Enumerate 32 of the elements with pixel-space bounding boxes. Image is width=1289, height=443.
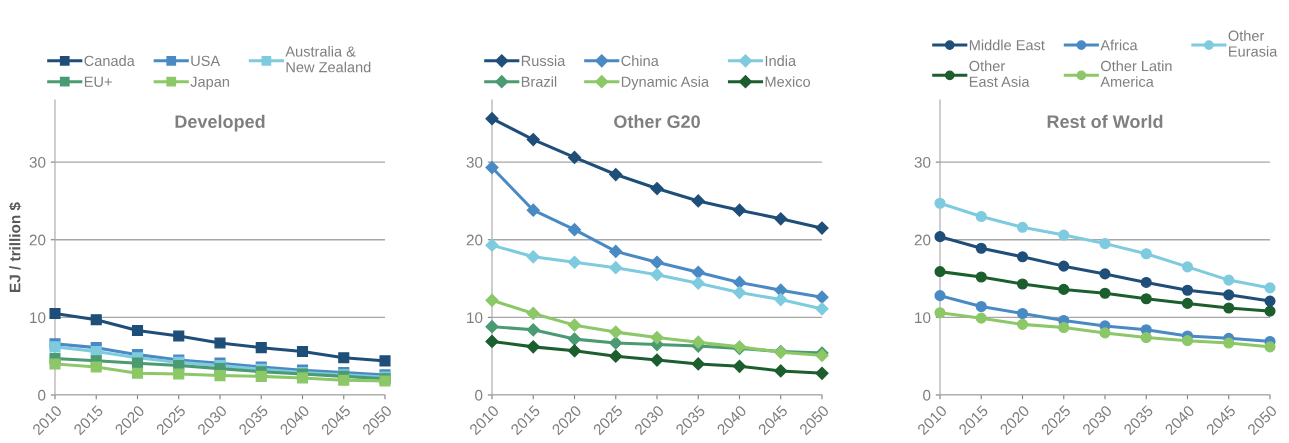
y-tick-label: 20: [466, 234, 483, 246]
legend-label: Canada: [84, 55, 135, 67]
legend-label: Brazil: [521, 76, 557, 87]
y-tick-label: 10: [30, 312, 46, 324]
y-tick-label: 30: [29, 156, 46, 168]
legend-label: USA: [191, 55, 221, 67]
legend-label: Mexico: [765, 76, 811, 87]
legend-label: Other East Asia: [969, 60, 1030, 87]
legend-label: China: [621, 55, 659, 67]
y-tick-label: 20: [914, 234, 931, 246]
legend-label: Dynamic Asia: [621, 76, 710, 90]
legend-label: Russia: [521, 55, 566, 67]
legend-label: EU+: [84, 76, 112, 87]
text: Other G20: [614, 114, 700, 129]
legend-label: Japan: [190, 76, 229, 90]
legend-label: India: [765, 55, 797, 67]
legend-label: Other Eurasia: [1228, 30, 1278, 57]
y-tick-label: 10: [467, 312, 483, 324]
y-tick-label: 0: [475, 389, 483, 401]
legend-label: Other Latin America: [1100, 60, 1172, 87]
legend-label: Africa: [1100, 39, 1138, 51]
text: Developed: [175, 114, 265, 132]
text: Rest of World: [1047, 114, 1163, 129]
y-tick-label: 10: [915, 312, 931, 324]
y-tick-label: 0: [38, 389, 46, 401]
y-tick-label: 0: [923, 389, 931, 401]
y-tick-label: 30: [466, 156, 483, 168]
legend-label: Middle East: [969, 39, 1045, 51]
y-tick-label: 30: [914, 156, 931, 168]
y-axis-title: EJ / trillion $: [8, 202, 22, 292]
y-tick-label: 20: [29, 234, 46, 246]
legend-label: Australia & New Zealand: [285, 45, 371, 73]
